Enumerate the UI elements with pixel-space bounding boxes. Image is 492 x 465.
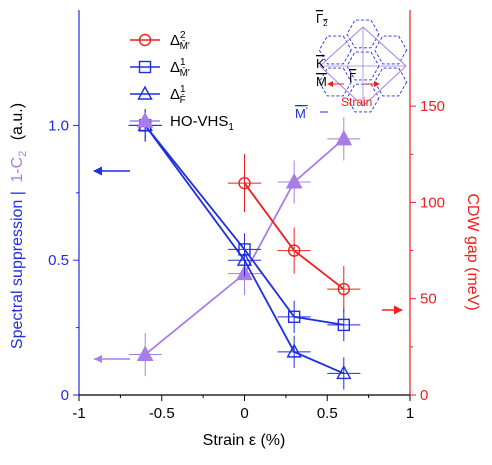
series-0 xyxy=(227,154,361,313)
x-axis-ticks: -1 -0.5 0 0.5 1 xyxy=(72,395,414,422)
data-point xyxy=(335,129,353,146)
legend-marker xyxy=(138,33,152,47)
data-point xyxy=(286,343,302,358)
x-tick-label: 0 xyxy=(240,405,248,422)
data-point xyxy=(337,318,350,332)
legend-label: Δ1 M̄' xyxy=(170,57,190,79)
series-line xyxy=(144,124,345,375)
legend-label: Δ1 F̄ xyxy=(170,84,186,106)
bz-hexagon xyxy=(318,35,352,65)
x-axis-label: Strain ε (%) xyxy=(203,432,286,449)
legend-marker xyxy=(136,111,154,128)
bz-hexagon xyxy=(346,51,380,81)
data-point xyxy=(336,364,352,380)
right-tick-label: 50 xyxy=(420,291,437,308)
series-line xyxy=(144,124,344,326)
data-point xyxy=(136,345,154,362)
data-point xyxy=(337,282,350,296)
left-tick-label: 0 xyxy=(61,387,69,404)
data-point xyxy=(285,172,303,189)
legend-label: HO-VHS1 xyxy=(170,113,234,133)
x-tick-label: 1 xyxy=(406,405,414,422)
bz-gamma2-label: Γ2 xyxy=(316,11,328,28)
left-axis-label-sub: 2 xyxy=(17,151,29,157)
right-tick-label: 100 xyxy=(420,194,445,211)
bz-inset: Γ2 K M Γ M' Strain xyxy=(295,11,408,121)
bz-hexagon xyxy=(318,67,352,97)
left-tick-label: 0.5 xyxy=(48,252,69,269)
series-2 xyxy=(128,109,361,390)
x-tick-label: 0.5 xyxy=(317,405,338,422)
x-tick-label: -0.5 xyxy=(149,405,175,422)
right-tick-label: 0 xyxy=(420,387,428,404)
data-point xyxy=(287,310,301,324)
left-axis-label: Spectral suppression | 1-C2 (a.u.) xyxy=(9,103,30,349)
bz-hexagon xyxy=(346,19,380,49)
bz-mprime-label: M' xyxy=(295,106,308,121)
right-tick-label: 150 xyxy=(420,98,445,115)
bz-hexagon xyxy=(374,67,408,97)
bz-gamma-label: Γ xyxy=(349,70,356,85)
series-1 xyxy=(128,109,361,342)
bz-strain-label: Strain xyxy=(341,95,372,109)
data-point xyxy=(238,176,251,190)
right-axis-label: CDW gap (meV) xyxy=(464,193,481,310)
purple-axis-arrowhead xyxy=(94,355,102,363)
data-point xyxy=(238,243,251,256)
left-axis-label-unit: (a.u.) xyxy=(9,103,26,140)
bz-k-label: K xyxy=(316,56,325,71)
legend-marker xyxy=(137,85,153,100)
bz-m-label: M xyxy=(316,74,327,89)
data-point xyxy=(287,244,301,257)
bz-strain-arrowhead-left xyxy=(327,81,333,87)
series-line xyxy=(144,138,345,356)
left-axis-label-part1: Spectral suppression | xyxy=(9,191,26,349)
left-axis-label-part2: 1-C xyxy=(9,157,26,183)
bz-hexagon xyxy=(374,35,408,65)
x-tick-label: -1 xyxy=(72,405,85,422)
right-axis-ticks: 0 50 100 150 xyxy=(410,98,445,404)
left-axis-ticks: 0 0.5 1.0 xyxy=(48,117,79,404)
bz-strain-arrowhead-right xyxy=(374,81,380,87)
legend: Δ2 M̄' Δ1 M̄' Δ1 F̄ HO-VHS1 xyxy=(130,30,234,133)
legend-label: Δ2 M̄' xyxy=(170,30,190,52)
series-layer xyxy=(128,109,361,390)
legend-marker xyxy=(138,60,152,74)
left-tick-label: 1.0 xyxy=(48,117,69,134)
